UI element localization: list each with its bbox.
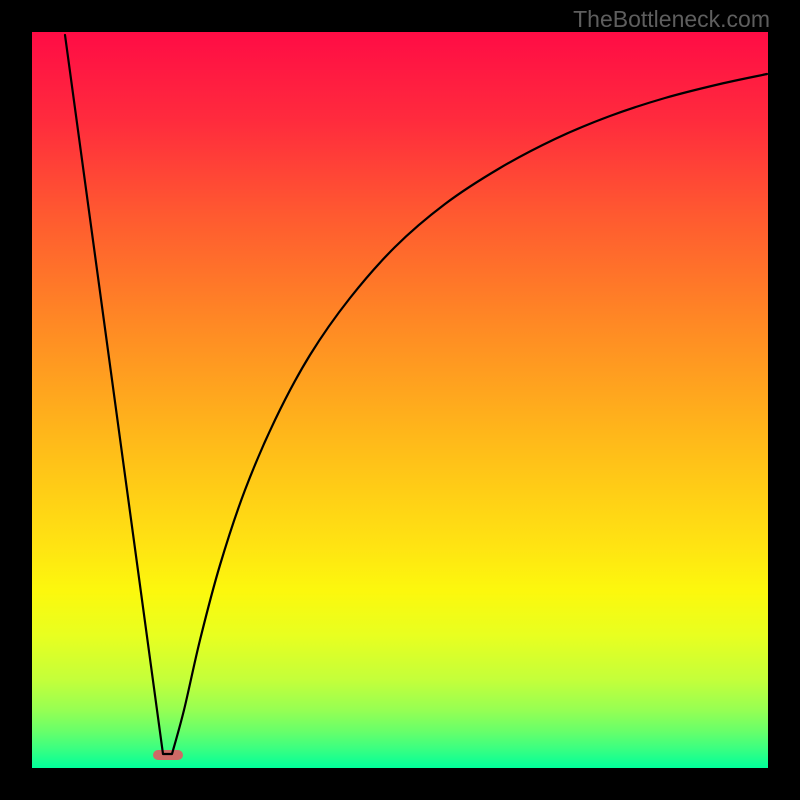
optimum-marker bbox=[153, 750, 183, 760]
chart-container: TheBottleneck.com bbox=[0, 0, 800, 800]
gradient-plot-area bbox=[32, 32, 768, 768]
watermark-text: TheBottleneck.com bbox=[573, 6, 770, 33]
